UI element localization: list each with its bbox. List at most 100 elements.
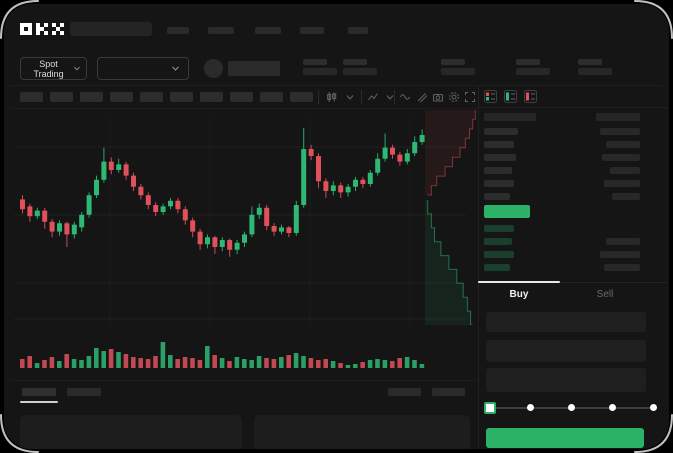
bottom-panel-right bbox=[254, 415, 470, 449]
bid-amount-placeholder bbox=[604, 264, 640, 271]
bid-price-placeholder bbox=[484, 238, 512, 245]
ask-price-placeholder bbox=[484, 154, 516, 161]
orderbook-amount-header-placeholder bbox=[596, 113, 640, 121]
compare-icon[interactable] bbox=[416, 91, 428, 103]
ask-amount-placeholder bbox=[606, 141, 640, 148]
price-input[interactable] bbox=[486, 312, 646, 332]
bid-price-placeholder bbox=[484, 225, 514, 232]
ask-row[interactable] bbox=[478, 126, 656, 138]
slider-stop[interactable] bbox=[609, 404, 616, 411]
bottom-tab-active-placeholder[interactable] bbox=[22, 388, 56, 396]
ticker-stat-value-placeholder bbox=[441, 68, 475, 75]
ticker-stat-value-placeholder bbox=[516, 68, 550, 75]
ask-row[interactable] bbox=[478, 191, 656, 203]
ask-row[interactable] bbox=[478, 152, 656, 164]
depth-svg bbox=[425, 110, 476, 325]
wave-tool-icon[interactable] bbox=[399, 91, 411, 103]
nav-item-placeholder[interactable] bbox=[348, 27, 368, 34]
book-asks-icon[interactable] bbox=[524, 90, 537, 103]
slider-stop[interactable] bbox=[650, 404, 657, 411]
ticker-stat-label-placeholder bbox=[303, 59, 327, 65]
tab-sell[interactable]: Sell bbox=[560, 283, 650, 305]
bid-price-placeholder bbox=[484, 264, 510, 271]
camera-icon[interactable] bbox=[432, 91, 444, 103]
okx-logo bbox=[20, 23, 64, 35]
coin-icon bbox=[204, 59, 223, 78]
interval-button-placeholder[interactable] bbox=[230, 92, 253, 102]
candlestick-svg bbox=[14, 128, 466, 368]
toolbar-separator bbox=[361, 90, 362, 104]
book-combined-icon[interactable] bbox=[484, 90, 497, 103]
nav-item-placeholder[interactable] bbox=[255, 27, 281, 34]
market-type-label: Spot Trading bbox=[33, 58, 64, 79]
ticker-stat-value-placeholder bbox=[303, 68, 337, 75]
bottom-action-placeholder[interactable] bbox=[388, 388, 421, 396]
ask-price-placeholder bbox=[484, 167, 512, 174]
ask-amount-placeholder bbox=[612, 193, 640, 200]
candle-style-icon[interactable] bbox=[326, 91, 338, 103]
interval-button-placeholder[interactable] bbox=[20, 92, 43, 102]
nav-search-placeholder[interactable] bbox=[70, 22, 152, 36]
buy-tab-indicator bbox=[478, 281, 560, 283]
pair-dropdown[interactable] bbox=[97, 57, 189, 80]
ask-row[interactable] bbox=[478, 139, 656, 151]
ask-row[interactable] bbox=[478, 165, 656, 177]
total-input[interactable] bbox=[486, 368, 646, 392]
buy-button[interactable] bbox=[486, 428, 644, 448]
slider-stop[interactable] bbox=[527, 404, 534, 411]
bid-row[interactable] bbox=[478, 223, 656, 235]
interval-button-placeholder[interactable] bbox=[50, 92, 73, 102]
nav-item-placeholder[interactable] bbox=[300, 27, 324, 34]
slider-stop[interactable] bbox=[568, 404, 575, 411]
bottom-tab-placeholder[interactable] bbox=[67, 388, 101, 396]
ask-price-placeholder bbox=[484, 193, 510, 200]
interval-button-placeholder[interactable] bbox=[260, 92, 283, 102]
slider-handle-active[interactable] bbox=[484, 402, 496, 414]
interval-button-placeholder[interactable] bbox=[80, 92, 103, 102]
chevron-down-icon[interactable] bbox=[384, 91, 396, 103]
tab-buy[interactable]: Buy bbox=[478, 283, 560, 305]
interval-button-placeholder[interactable] bbox=[290, 92, 313, 102]
bid-row[interactable] bbox=[478, 249, 656, 261]
interval-button-placeholder[interactable] bbox=[140, 92, 163, 102]
ask-price-placeholder bbox=[484, 128, 518, 135]
indicators-icon[interactable] bbox=[367, 91, 379, 103]
bid-amount-placeholder bbox=[600, 251, 640, 258]
settings-icon[interactable] bbox=[448, 91, 460, 103]
tab-sell-label: Sell bbox=[596, 288, 614, 300]
bid-row[interactable] bbox=[478, 236, 656, 248]
ask-amount-placeholder bbox=[610, 167, 640, 174]
ticker-stat-label-placeholder bbox=[516, 59, 540, 65]
ask-amount-placeholder bbox=[602, 154, 640, 161]
interval-button-placeholder[interactable] bbox=[170, 92, 193, 102]
interval-button-placeholder[interactable] bbox=[200, 92, 223, 102]
ticker-stat-label-placeholder bbox=[441, 59, 465, 65]
bottom-tab-active-underline bbox=[20, 401, 58, 403]
orderbook-price-header-placeholder bbox=[484, 113, 536, 121]
ticker-stat-label-placeholder bbox=[578, 59, 602, 65]
chevron-down-icon bbox=[74, 66, 80, 71]
ticker-stat-label-placeholder bbox=[343, 59, 367, 65]
market-type-dropdown[interactable]: Spot Trading bbox=[20, 57, 87, 80]
ask-amount-placeholder bbox=[604, 180, 640, 187]
interval-button-placeholder[interactable] bbox=[110, 92, 133, 102]
depth-profile bbox=[425, 110, 478, 325]
amount-input[interactable] bbox=[486, 340, 646, 362]
nav-item-placeholder[interactable] bbox=[167, 27, 189, 34]
toolbar-separator bbox=[318, 90, 319, 104]
bid-amount-placeholder bbox=[606, 238, 640, 245]
nav-item-placeholder[interactable] bbox=[208, 27, 234, 34]
ask-row[interactable] bbox=[478, 178, 656, 190]
bottom-panel-left bbox=[20, 415, 242, 449]
toolbar-separator bbox=[394, 90, 395, 104]
book-bids-icon[interactable] bbox=[504, 90, 517, 103]
bid-price-placeholder bbox=[484, 251, 514, 258]
bottom-action-placeholder[interactable] bbox=[432, 388, 465, 396]
fullscreen-icon[interactable] bbox=[464, 91, 476, 103]
chevron-down-icon[interactable] bbox=[344, 91, 356, 103]
price-chart-area[interactable] bbox=[4, 108, 478, 380]
ask-price-placeholder bbox=[484, 141, 514, 148]
bid-row[interactable] bbox=[478, 262, 656, 274]
last-price-bar bbox=[484, 205, 530, 218]
